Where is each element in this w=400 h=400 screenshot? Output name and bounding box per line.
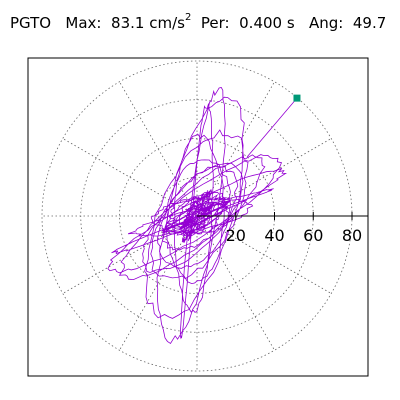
station-code: PGTO bbox=[10, 14, 52, 32]
max-value: 83.1 bbox=[111, 14, 145, 32]
radial-tick-label-80: 80 bbox=[342, 226, 362, 245]
angle-value: 49.7 bbox=[352, 14, 387, 32]
grid-spoke-150 bbox=[62, 138, 198, 217]
grid-spoke-330 bbox=[196, 215, 332, 294]
chart-title: PGTO Max: 83.1 cm/s2 Per: 0.400 s Ang: 4… bbox=[10, 12, 387, 32]
grid-spoke-30 bbox=[196, 138, 332, 217]
radial-tick-label-20: 20 bbox=[226, 226, 246, 245]
particle-motion-path bbox=[107, 87, 288, 344]
period-value: 0.400 s bbox=[239, 14, 295, 32]
grid-spoke-120 bbox=[119, 81, 198, 217]
max-label: Max: bbox=[65, 14, 102, 32]
grid-spoke-210 bbox=[62, 215, 198, 294]
angle-label: Ang: bbox=[308, 14, 344, 32]
period-label: Per: bbox=[200, 14, 230, 32]
grid-spoke-240 bbox=[119, 215, 198, 351]
peak-marker-group bbox=[246, 94, 301, 158]
max-unit-exponent: 2 bbox=[184, 12, 192, 23]
motion-trace bbox=[107, 87, 288, 344]
radial-axis: 20 40 60 80 bbox=[197, 212, 368, 245]
plot-frame bbox=[27, 57, 369, 377]
radial-tick-label-60: 60 bbox=[303, 226, 323, 245]
radial-tick-label-40: 40 bbox=[264, 226, 284, 245]
peak-marker bbox=[293, 94, 301, 102]
grid-spoke-300 bbox=[196, 215, 275, 351]
max-unit: cm/s bbox=[149, 14, 185, 32]
peak-line bbox=[246, 97, 298, 158]
grid-spoke-60 bbox=[196, 81, 275, 217]
polar-grid bbox=[41, 60, 353, 372]
